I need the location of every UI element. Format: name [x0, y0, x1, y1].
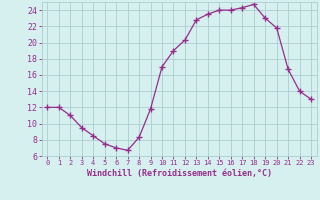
X-axis label: Windchill (Refroidissement éolien,°C): Windchill (Refroidissement éolien,°C) [87, 169, 272, 178]
